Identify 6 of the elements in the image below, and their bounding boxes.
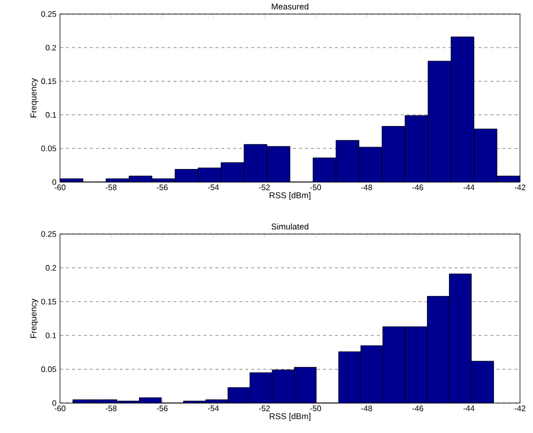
- y-axis-title: Frequency: [30, 78, 38, 118]
- x-axis-title: RSS [dBm]: [270, 192, 310, 200]
- y-axis-title: Frequency: [30, 298, 38, 338]
- chart-title: Measured: [272, 3, 308, 10]
- x-axis-title: RSS [dBm]: [270, 413, 310, 421]
- chart-title: Simulated: [272, 223, 308, 230]
